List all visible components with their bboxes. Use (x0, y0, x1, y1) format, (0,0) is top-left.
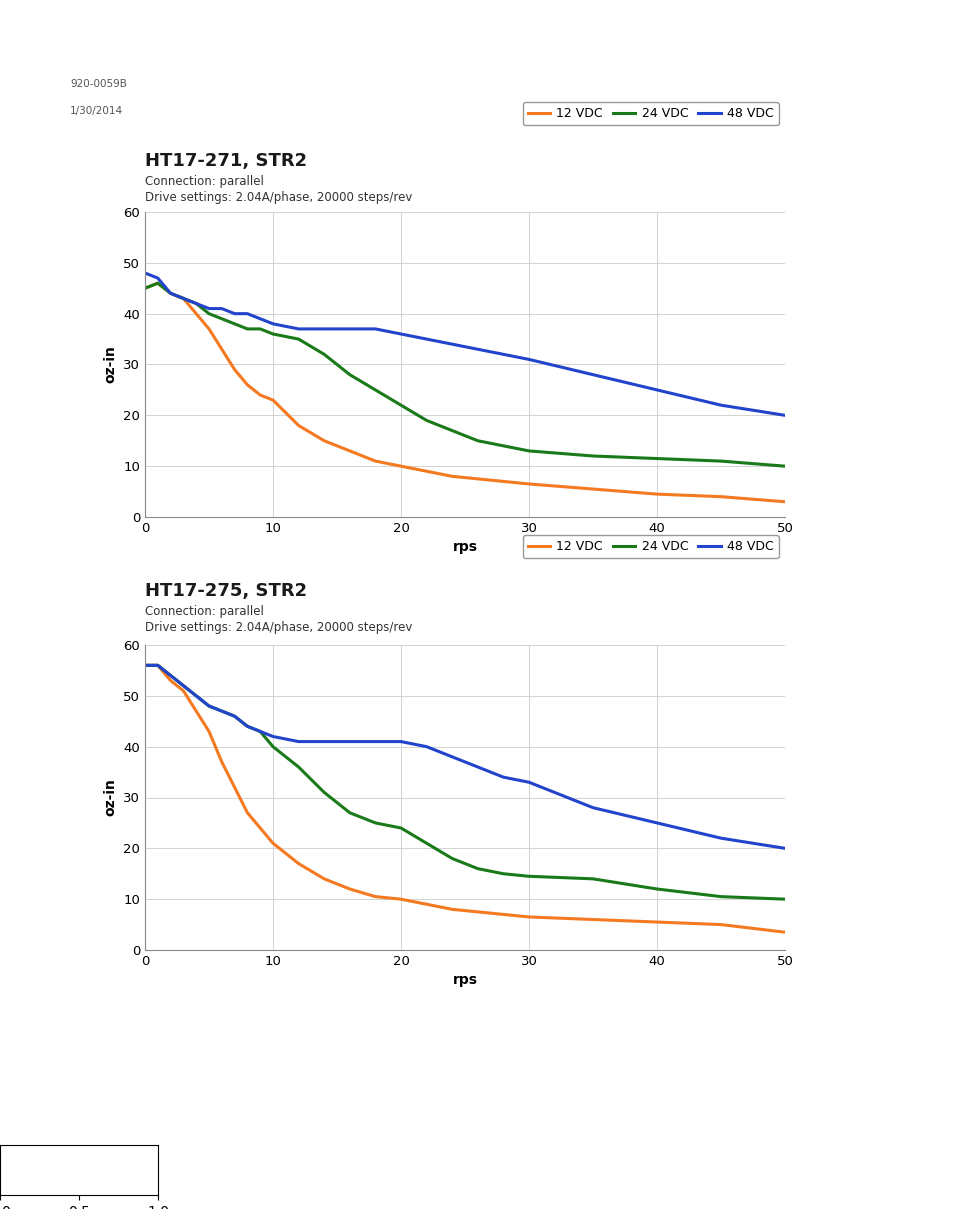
Text: HT17-275, STR2: HT17-275, STR2 (145, 582, 307, 600)
Text: 28: 28 (379, 1156, 418, 1184)
X-axis label: rps: rps (452, 540, 477, 555)
Legend: 12 VDC, 24 VDC, 48 VDC: 12 VDC, 24 VDC, 48 VDC (522, 536, 778, 559)
X-axis label: rps: rps (452, 973, 477, 988)
Text: Connection: parallel: Connection: parallel (145, 175, 264, 189)
Text: Connection: parallel: Connection: parallel (145, 604, 264, 618)
Text: 920-0059B: 920-0059B (70, 79, 127, 89)
Legend: 12 VDC, 24 VDC, 48 VDC: 12 VDC, 24 VDC, 48 VDC (522, 103, 778, 126)
Y-axis label: oz-in: oz-in (104, 346, 117, 383)
Text: 1/30/2014: 1/30/2014 (70, 106, 123, 116)
Text: Drive settings: 2.04A/phase, 20000 steps/rev: Drive settings: 2.04A/phase, 20000 steps… (145, 621, 412, 634)
Text: Drive settings: 2.04A/phase, 20000 steps/rev: Drive settings: 2.04A/phase, 20000 steps… (145, 191, 412, 204)
Text: HT17-271, STR2: HT17-271, STR2 (145, 152, 307, 170)
Y-axis label: oz-in: oz-in (104, 779, 117, 816)
Text: STR2 Hardware Manual: STR2 Hardware Manual (414, 79, 802, 111)
